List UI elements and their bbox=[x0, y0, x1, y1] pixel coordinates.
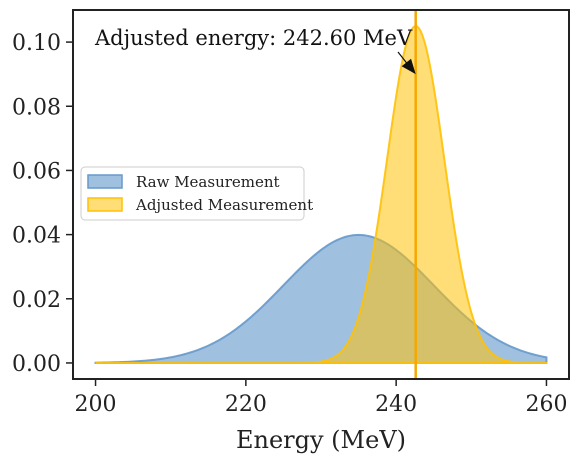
axes-layer: 200 220 240 260 0.00 0.02 0.04 0.06 0.08 0.10 Ener… bbox=[12, 9, 570, 454]
x-tick-label: 240 bbox=[375, 392, 417, 417]
x-tick-label: 260 bbox=[525, 392, 567, 417]
x-axis-label: Energy (MeV) bbox=[236, 426, 406, 454]
y-tick-label: 0.06 bbox=[12, 159, 61, 184]
y-tick-label: 0.04 bbox=[12, 224, 61, 249]
x-tick-label: 220 bbox=[225, 392, 267, 417]
annotation-text: Adjusted energy: 242.60 MeV bbox=[94, 26, 413, 50]
y-tick-label: 0.10 bbox=[12, 31, 61, 56]
series-fills bbox=[94, 25, 548, 364]
y-tick-label: 0.08 bbox=[12, 95, 61, 120]
y-tick-label: 0.00 bbox=[12, 352, 61, 377]
x-tick-label: 200 bbox=[75, 392, 117, 417]
legend-swatch bbox=[87, 197, 123, 212]
annotation-layer: Adjusted energy: 242.60 MeV bbox=[94, 26, 416, 75]
y-tick-label: 0.02 bbox=[12, 288, 61, 313]
legend-swatch bbox=[87, 174, 123, 189]
annotation-arrow-head bbox=[401, 58, 416, 75]
legend-label: Adjusted Measurement bbox=[135, 196, 313, 214]
legend: Raw Measurement Adjusted Measurement bbox=[80, 166, 313, 221]
legend-label: Raw Measurement bbox=[136, 173, 280, 191]
legend-box bbox=[80, 166, 305, 221]
plot-frame bbox=[72, 9, 570, 380]
series-area-adjusted bbox=[95, 25, 548, 364]
